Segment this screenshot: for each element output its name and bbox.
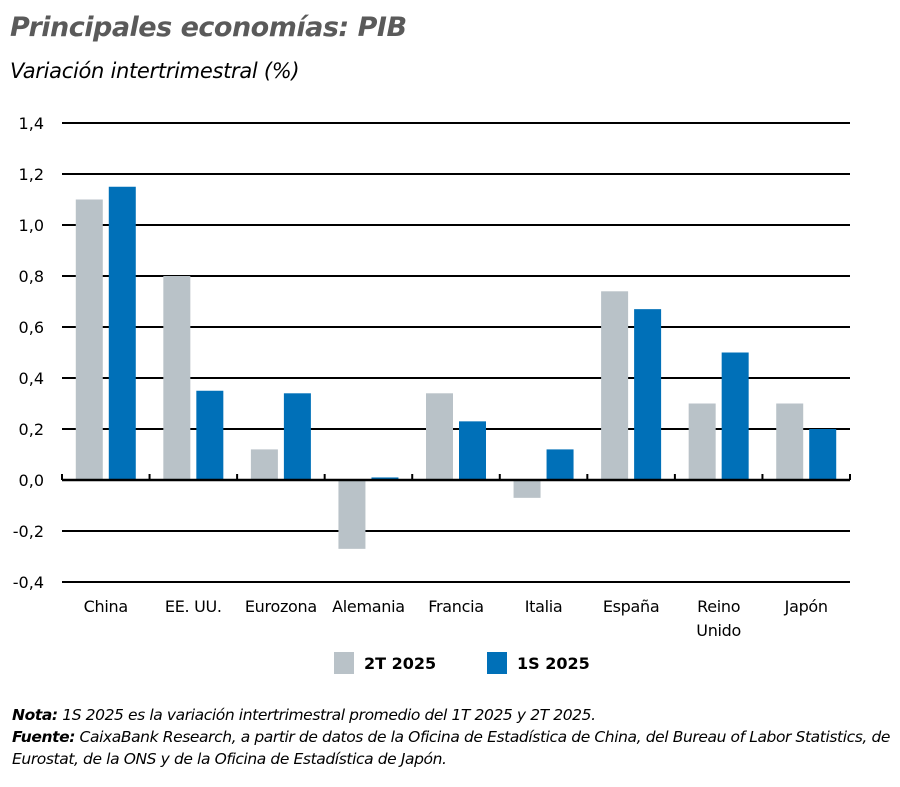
- legend-label: 1S 2025: [517, 654, 590, 673]
- x-axis-labels: China EE. UU. Eurozona Alemania Francia Itali…: [84, 597, 828, 640]
- y-tick-label: 0,8: [19, 267, 44, 286]
- y-tick-label: 0,2: [19, 420, 44, 439]
- bar-2t-2025: [513, 480, 541, 498]
- bar-chart: 1,4 1,2 1,0 0,8 0,6 0,4 0,2 0,0 -0,2 -0,4 China EE…: [13, 114, 851, 674]
- bar-1s-2025: [721, 352, 749, 480]
- bar-2t-2025: [688, 403, 716, 480]
- bar-1s-2025: [809, 429, 837, 480]
- x-category-label: Italia: [525, 597, 563, 616]
- note-line: Nota: 1S 2025 es la variación intertrime…: [12, 704, 892, 726]
- x-category-label: Unido: [696, 621, 741, 640]
- y-tick-label: 0,4: [19, 369, 44, 388]
- bar-1s-2025: [108, 186, 136, 480]
- legend-label: 2T 2025: [364, 654, 436, 673]
- y-tick-label: 0,0: [19, 471, 44, 490]
- legend-swatch: [487, 652, 507, 674]
- nota-text: 1S 2025 es la variación intertrimestral …: [57, 706, 596, 724]
- bar-2t-2025: [250, 449, 278, 480]
- x-category-label: España: [603, 597, 660, 616]
- y-tick-label: 1,4: [19, 114, 44, 133]
- x-category-label: Alemania: [332, 597, 405, 616]
- y-tick-label: 1,2: [19, 165, 44, 184]
- y-axis-labels: 1,4 1,2 1,0 0,8 0,6 0,4 0,2 0,0 -0,2 -0,4: [13, 114, 44, 592]
- bar-1s-2025: [196, 390, 224, 480]
- bar-1s-2025: [546, 449, 574, 480]
- bar-2t-2025: [426, 393, 453, 480]
- y-tick-label: 0,6: [19, 318, 44, 337]
- nota-label: Nota:: [12, 706, 58, 724]
- fuente-label: Fuente:: [12, 728, 76, 746]
- bar-2t-2025: [163, 276, 191, 480]
- y-tick-label: -0,4: [13, 573, 44, 592]
- x-category-label: Reino: [697, 597, 740, 616]
- bar-2t-2025: [601, 291, 629, 480]
- zero-axis: [61, 474, 851, 482]
- legend-swatch: [334, 652, 354, 674]
- x-category-label: Francia: [428, 597, 484, 616]
- fuente-text: CaixaBank Research, a partir de datos de…: [12, 728, 891, 768]
- chart-subtitle: Variación intertrimestral (%): [10, 59, 300, 83]
- x-category-label: China: [84, 597, 128, 616]
- x-category-label: Eurozona: [245, 597, 317, 616]
- gridlines: [62, 122, 850, 583]
- x-category-label: Japón: [784, 597, 828, 616]
- legend: 2T 2025 1S 2025: [334, 652, 590, 674]
- bar-1s-2025: [371, 477, 399, 480]
- y-tick-label: 1,0: [19, 216, 44, 235]
- chart-notes: Nota: 1S 2025 es la variación intertrime…: [12, 704, 892, 770]
- bar-1s-2025: [459, 421, 486, 480]
- bar-1s-2025: [634, 309, 662, 480]
- chart-title: Principales economías: PIB: [10, 12, 407, 43]
- bar-2t-2025: [75, 199, 103, 480]
- y-tick-label: -0,2: [13, 522, 44, 541]
- source-line: Fuente: CaixaBank Research, a partir de …: [12, 726, 892, 770]
- bar-2t-2025: [338, 480, 366, 549]
- bars: [75, 186, 837, 549]
- bar-2t-2025: [776, 403, 804, 480]
- bar-1s-2025: [283, 393, 311, 480]
- x-category-label: EE. UU.: [165, 597, 222, 616]
